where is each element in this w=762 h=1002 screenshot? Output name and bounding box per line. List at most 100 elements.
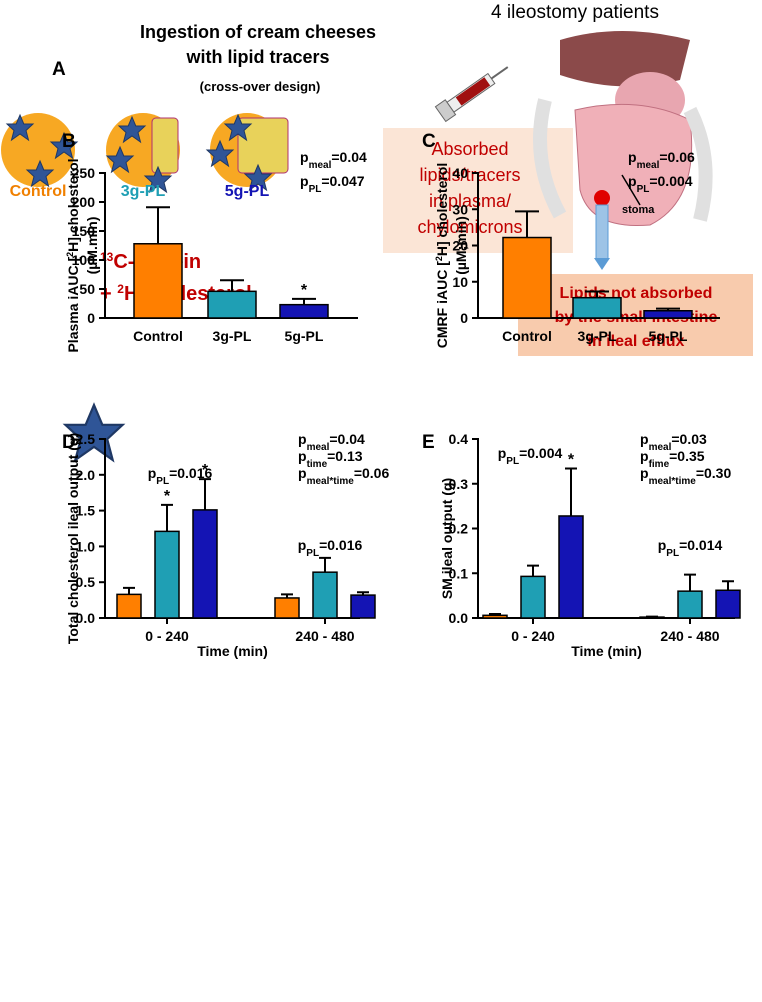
absorbed-text: lipids/tracers: [419, 165, 520, 185]
title: with lipid tracers: [185, 47, 329, 67]
y-tick-label: 100: [72, 252, 96, 268]
tracer-prefix: +: [100, 283, 117, 305]
group-annotation: pPL=0.016: [298, 537, 363, 559]
p-value: =0.13: [327, 448, 363, 464]
error-bar: [199, 478, 211, 510]
bar: [133, 243, 183, 319]
p: p: [298, 537, 307, 553]
x-tick-label: 240 - 480: [295, 628, 354, 644]
p-sub: PL: [156, 476, 169, 487]
y-tick-label: 50: [79, 281, 95, 297]
tracer-sup: 2: [117, 282, 124, 296]
panel-label: A: [52, 59, 66, 80]
p-annotation: ptime=0.13: [298, 448, 363, 470]
bar: [502, 236, 552, 319]
y-label-part: CMRF iAUC [: [434, 261, 450, 348]
y-tick-label: 0: [87, 310, 95, 326]
panel-label: E: [422, 432, 435, 453]
x-tick-label: Control: [133, 328, 183, 344]
error-bar: [527, 564, 539, 577]
p-annotation: pmeal=0.04: [298, 431, 365, 453]
group-annotation: pPL=0.014: [658, 537, 723, 559]
error-bar: [146, 206, 170, 244]
y-tick-label: 0.0: [76, 610, 96, 626]
absorbed-text: in plasma/: [429, 191, 511, 211]
x-tick-label: 0 - 240: [511, 628, 555, 644]
p-sub: time: [307, 459, 328, 470]
p-sub: meal: [309, 160, 332, 171]
p-annotation: pmeal=0.04: [300, 149, 367, 171]
not-absorbed-text: in ileal efflux: [588, 333, 685, 350]
p-value: =0.03: [671, 431, 707, 447]
p: p: [300, 173, 309, 189]
p-sub: PL: [637, 184, 650, 195]
x-axis-label: Time (min): [571, 643, 642, 659]
y-axis-label: (µM.min): [84, 217, 100, 275]
p: p: [628, 173, 637, 189]
title: Ingestion of cream cheeses: [140, 22, 376, 42]
y-label-part: 2: [434, 256, 444, 261]
y-tick-label: 20: [452, 238, 468, 254]
stoma-label: stoma: [622, 204, 655, 216]
y-tick-label: 0.1: [449, 565, 469, 581]
y-tick-label: 30: [452, 201, 468, 217]
p-annotation: pmeal*time=0.30: [640, 465, 731, 487]
p: p: [640, 431, 649, 447]
x-tick-label: 240 - 480: [660, 628, 719, 644]
p-value: =0.004: [649, 173, 692, 189]
bar: [482, 614, 508, 619]
significance-star: *: [202, 462, 209, 479]
bar: [116, 593, 142, 619]
y-tick-label: 0.2: [449, 521, 469, 537]
p-annotation: pmeal=0.06: [628, 149, 695, 171]
y-axis-label: (µM;min): [453, 216, 469, 275]
bar: [279, 303, 329, 319]
body: [533, 31, 713, 270]
x-tick-label: Control: [502, 328, 552, 344]
y-tick-label: 0.3: [449, 476, 469, 492]
p: p: [148, 465, 157, 481]
p: p: [498, 445, 507, 461]
significance-star: *: [164, 488, 171, 505]
product-label: Control: [10, 183, 67, 200]
error-bar: [722, 580, 734, 591]
p-value: =0.04: [329, 431, 365, 447]
panel-a-art: [1, 31, 753, 462]
bar: [643, 310, 693, 319]
error-bar: [565, 467, 577, 516]
bar: [572, 296, 622, 319]
p-value: =0.35: [669, 448, 705, 464]
p-annotation: pmeal*time=0.06: [298, 465, 389, 487]
y-tick-label: 40: [452, 165, 468, 181]
y-tick-label: 10: [452, 274, 468, 290]
bar: [192, 509, 218, 619]
p: p: [640, 465, 649, 481]
syringe: [434, 66, 509, 123]
error-bar: [281, 593, 293, 598]
error-bar: [489, 612, 501, 616]
error-bar: [319, 556, 331, 573]
y-axis-label: CMRF iAUC [2H] cholesterol: [434, 163, 450, 348]
product-label: 3g-PL: [121, 183, 166, 200]
bar: [558, 515, 584, 619]
p-sub: PL: [666, 548, 679, 559]
x-axis-label: Time (min): [197, 643, 268, 659]
p-value: =0.047: [321, 173, 364, 189]
y-label-part: 2: [65, 252, 75, 257]
y-label-part: H] cholesterol: [434, 163, 450, 256]
p-value: =0.06: [354, 465, 390, 481]
error-bar: [123, 586, 135, 595]
y-tick-label: 0.5: [76, 574, 96, 590]
p-value: =0.016: [319, 537, 362, 553]
group-annotation: pPL=0.004: [498, 445, 563, 467]
y-tick-label: 250: [72, 165, 96, 181]
bar: [350, 594, 376, 619]
tracer-stars: [5, 113, 547, 462]
p-annotation: pmeal=0.03: [640, 431, 707, 453]
x-tick-label: 0 - 240: [145, 628, 189, 644]
panel-label: C: [422, 131, 436, 152]
p-value: =0.016: [169, 465, 212, 481]
p: p: [640, 448, 649, 464]
p: p: [298, 448, 307, 464]
bar: [715, 589, 741, 619]
